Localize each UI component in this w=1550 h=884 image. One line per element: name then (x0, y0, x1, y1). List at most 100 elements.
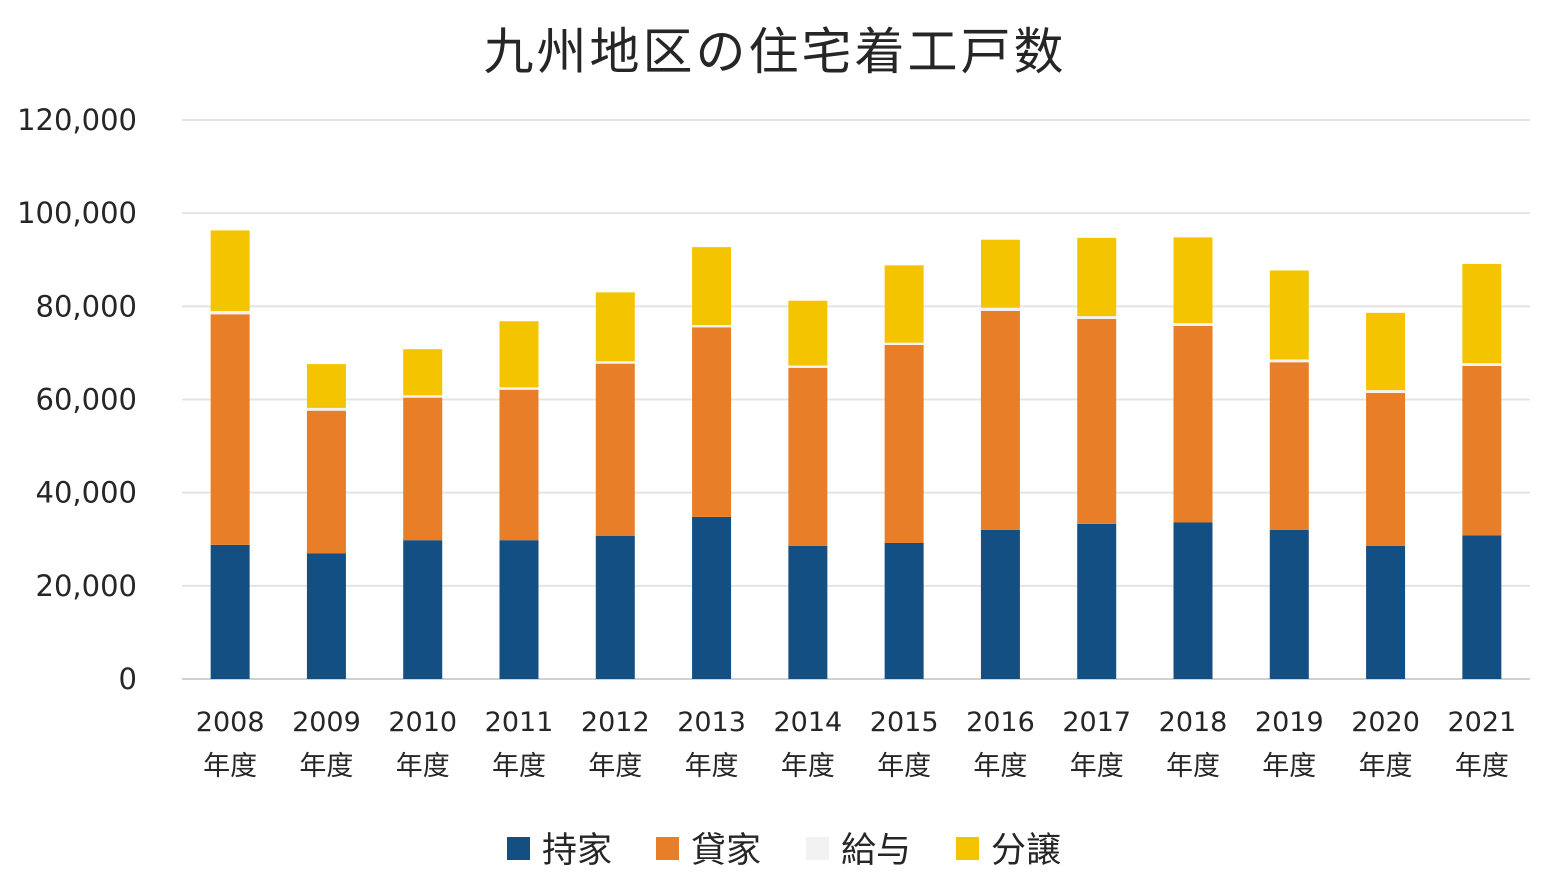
x-category-unit: 年度 (203, 751, 257, 782)
legend-label-給与: 給与 (841, 831, 911, 871)
x-category-unit: 年度 (1455, 751, 1509, 782)
legend-swatch-分譲 (956, 837, 979, 860)
legend-swatch-給与 (806, 837, 829, 860)
bar-segment-貸家-2019 (1269, 362, 1309, 530)
y-tick-label: 100,000 (17, 196, 137, 230)
x-category-year: 2013 (677, 707, 746, 738)
bar-segment-分譲-2012 (595, 292, 635, 362)
y-tick-label: 20,000 (36, 569, 137, 603)
x-category-unit: 年度 (1070, 751, 1124, 782)
legend: 持家 貸家 給与 分譲 (507, 831, 1061, 871)
bar-segment-分譲-2018 (1173, 237, 1213, 324)
legend-label-貸家: 貸家 (691, 831, 761, 871)
bar-segment-貸家-2012 (595, 363, 635, 536)
bar-segment-分譲-2013 (692, 247, 732, 325)
bar-segment-給与-2010 (403, 395, 443, 398)
bar-segment-貸家-2011 (499, 389, 539, 541)
bar-segment-持家-2009 (306, 553, 346, 679)
x-category-year: 2020 (1351, 707, 1420, 738)
bar-segment-分譲-2021 (1462, 263, 1502, 364)
y-tick-label: 120,000 (17, 103, 137, 137)
x-category-year: 2009 (292, 707, 361, 738)
bar-segment-給与-2014 (788, 365, 828, 368)
x-category-unit: 年度 (588, 751, 642, 782)
legend-swatch-貸家 (656, 837, 679, 860)
y-tick-label: 0 (119, 662, 137, 696)
bar-segment-持家-2013 (692, 516, 732, 679)
x-category-year: 2016 (966, 707, 1035, 738)
bar-segment-分譲-2008 (210, 230, 250, 311)
x-category-year: 2017 (1062, 707, 1131, 738)
y-tick-label: 60,000 (36, 383, 137, 417)
bar-segment-持家-2018 (1173, 522, 1213, 679)
bar-segment-給与-2018 (1173, 323, 1213, 326)
bar-segment-分譲-2016 (980, 239, 1020, 308)
bar-segment-給与-2019 (1269, 359, 1309, 363)
bar-segment-貸家-2018 (1173, 325, 1213, 523)
bar-segment-持家-2016 (980, 529, 1020, 679)
legend-swatch-持家 (507, 837, 530, 860)
x-category-year: 2021 (1447, 707, 1516, 738)
legend-label-持家: 持家 (542, 831, 612, 871)
x-category-year: 2011 (485, 707, 554, 738)
bar-segment-貸家-2021 (1462, 365, 1502, 536)
y-axis-tick-labels: 0 20,000 40,000 60,000 80,000 100,000 120,000 (17, 103, 137, 696)
bar-segment-持家-2011 (499, 540, 539, 679)
bar-segment-持家-2015 (884, 542, 924, 679)
x-category-unit: 年度 (492, 751, 546, 782)
bar-segment-給与-2015 (884, 342, 924, 345)
x-category-year: 2015 (870, 707, 939, 738)
bar-segment-持家-2012 (595, 535, 635, 679)
x-category-year: 2014 (773, 707, 842, 738)
bar-segment-貸家-2009 (306, 410, 346, 554)
x-category-unit: 年度 (685, 751, 739, 782)
bar-segment-給与-2016 (980, 307, 1020, 311)
bar-segment-給与-2009 (306, 407, 346, 411)
x-axis-category-labels: 2008 年度 2009 年度 2010 年度 2011 年度 2012 年度 2013 年度 2014… (196, 707, 1516, 782)
bar-segment-貸家-2015 (884, 344, 924, 543)
legend-label-分譲: 分譲 (991, 831, 1061, 871)
y-tick-label: 40,000 (36, 476, 137, 510)
bar-segment-貸家-2020 (1366, 392, 1406, 546)
bar-segment-貸家-2016 (980, 310, 1020, 530)
x-category-year: 2010 (388, 707, 457, 738)
bar-segment-持家-2020 (1366, 545, 1406, 679)
x-category-unit: 年度 (299, 751, 353, 782)
x-category-year: 2018 (1159, 707, 1228, 738)
x-category-unit: 年度 (973, 751, 1027, 782)
bar-segment-貸家-2008 (210, 314, 250, 545)
bar-segment-分譲-2014 (788, 300, 828, 366)
bar-segment-給与-2021 (1462, 363, 1502, 366)
x-category-unit: 年度 (1166, 751, 1220, 782)
bar-segment-持家-2019 (1269, 529, 1309, 679)
bar-segment-分譲-2010 (403, 349, 443, 396)
bar-segment-給与-2011 (499, 387, 539, 390)
x-category-unit: 年度 (781, 751, 835, 782)
bar-segment-持家-2017 (1077, 523, 1117, 679)
bar-segment-貸家-2014 (788, 367, 828, 546)
bar-segment-給与-2012 (595, 361, 635, 364)
bar-segment-貸家-2013 (692, 327, 732, 517)
x-category-year: 2008 (196, 707, 265, 738)
bar-segment-分譲-2019 (1269, 270, 1309, 360)
bar-segment-分譲-2020 (1366, 312, 1406, 391)
bar-segment-給与-2013 (692, 324, 732, 328)
bar-segment-持家-2021 (1462, 535, 1502, 679)
bar-segment-給与-2008 (210, 310, 250, 315)
x-category-unit: 年度 (1262, 751, 1316, 782)
x-category-unit: 年度 (396, 751, 450, 782)
bar-segment-貸家-2017 (1077, 318, 1117, 524)
y-tick-label: 80,000 (36, 289, 137, 323)
bar-segment-分譲-2017 (1077, 237, 1117, 317)
bar-segment-持家-2010 (403, 540, 443, 679)
bar-segment-分譲-2011 (499, 321, 539, 388)
x-category-year: 2012 (581, 707, 650, 738)
bar-segment-貸家-2010 (403, 397, 443, 541)
x-category-year: 2019 (1255, 707, 1324, 738)
bar-segment-持家-2014 (788, 545, 828, 679)
gridlines (182, 119, 1530, 680)
x-category-unit: 年度 (1359, 751, 1413, 782)
bar-segment-給与-2020 (1366, 390, 1406, 393)
bars (210, 230, 1502, 679)
